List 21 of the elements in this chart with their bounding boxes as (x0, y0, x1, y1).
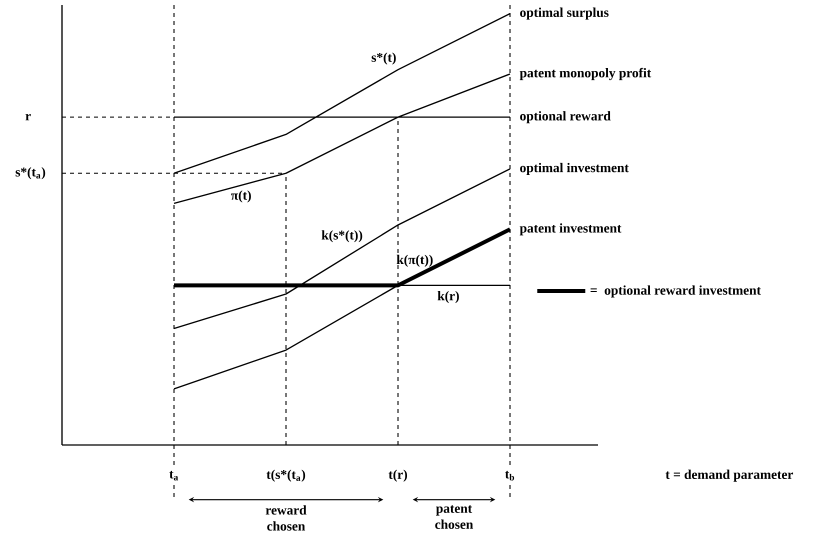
annotation: k(s*(t)) (322, 230, 362, 242)
text: t = demand parameter (666, 470, 794, 482)
annotation: π(t) (231, 190, 251, 203)
series-label: optimal investment (520, 162, 629, 175)
text: reward chosen (266, 505, 306, 531)
series-label: patent monopoly profit (520, 68, 652, 80)
legend-label: optional reward investment (604, 285, 761, 298)
annotation: k(π(t)) (396, 254, 433, 267)
annotation: k(r) (438, 290, 459, 304)
x-tick-label: t(r) (388, 470, 408, 482)
x-tick-label: t$_{a}$ (169, 470, 178, 480)
annotation: s*(t) (372, 52, 396, 65)
text: s*(t$_{a}$) (16, 167, 46, 180)
text: patent chosen (435, 505, 474, 529)
series-label: optional reward (520, 111, 611, 124)
annotation: = (590, 288, 597, 292)
series-label: patent investment (520, 223, 622, 236)
series-label: optimal surplus (520, 8, 609, 20)
text: r (26, 114, 31, 120)
x-tick-label: t(s*(t$_{a}$) (266, 470, 306, 482)
x-tick-label: t$_{b}$ (505, 470, 514, 480)
